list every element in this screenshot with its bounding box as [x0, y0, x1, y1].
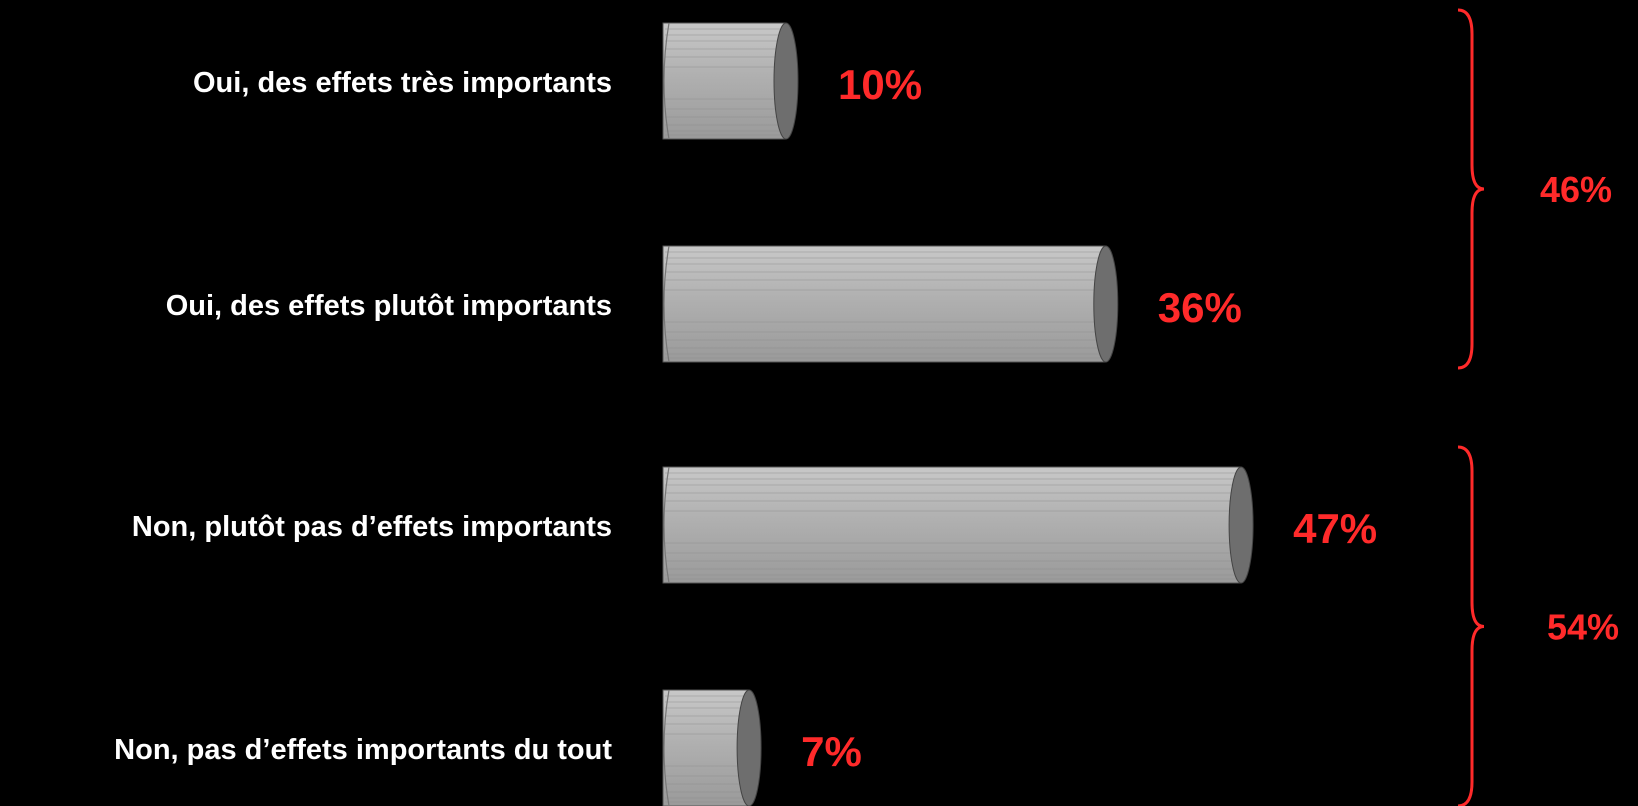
value-label: 7%	[801, 728, 862, 775]
category-label: Non, plutôt pas d’effets importants	[132, 511, 612, 543]
bar-body	[662, 22, 787, 140]
bar-1	[662, 22, 799, 140]
bars-layer	[662, 22, 1254, 806]
brace-path	[1457, 8, 1485, 370]
bar-left-edge	[663, 22, 670, 140]
labels-layer: Oui, des effets très importants 10% Oui, d…	[114, 61, 1377, 775]
bar-2	[662, 245, 1119, 363]
bar-end-cap	[1093, 245, 1119, 363]
group-total-label: 54%	[1547, 607, 1619, 648]
bar-end-cap	[736, 689, 762, 806]
bar-body	[662, 245, 1107, 363]
group-total-label: 46%	[1540, 169, 1612, 210]
bar-body	[662, 689, 750, 806]
bar-body	[662, 466, 1242, 584]
bar-end-cap	[773, 22, 799, 140]
group-brace-2: 54%	[1457, 445, 1619, 806]
bar-4	[662, 689, 762, 806]
braces-layer: 46% 54%	[1457, 8, 1619, 806]
bar-3	[662, 466, 1254, 584]
value-label: 10%	[838, 61, 922, 108]
bar-left-edge	[663, 245, 670, 363]
bar-left-edge	[663, 466, 670, 584]
bar-end-cap	[1228, 466, 1254, 584]
category-label: Non, pas d’effets importants du tout	[114, 734, 612, 766]
brace-path	[1457, 445, 1485, 806]
group-brace-1: 46%	[1457, 8, 1612, 370]
value-label: 47%	[1293, 505, 1377, 552]
category-label: Oui, des effets très importants	[193, 67, 612, 99]
value-label: 36%	[1158, 284, 1242, 331]
category-label: Oui, des effets plutôt importants	[166, 290, 612, 322]
bar-left-edge	[663, 689, 670, 806]
